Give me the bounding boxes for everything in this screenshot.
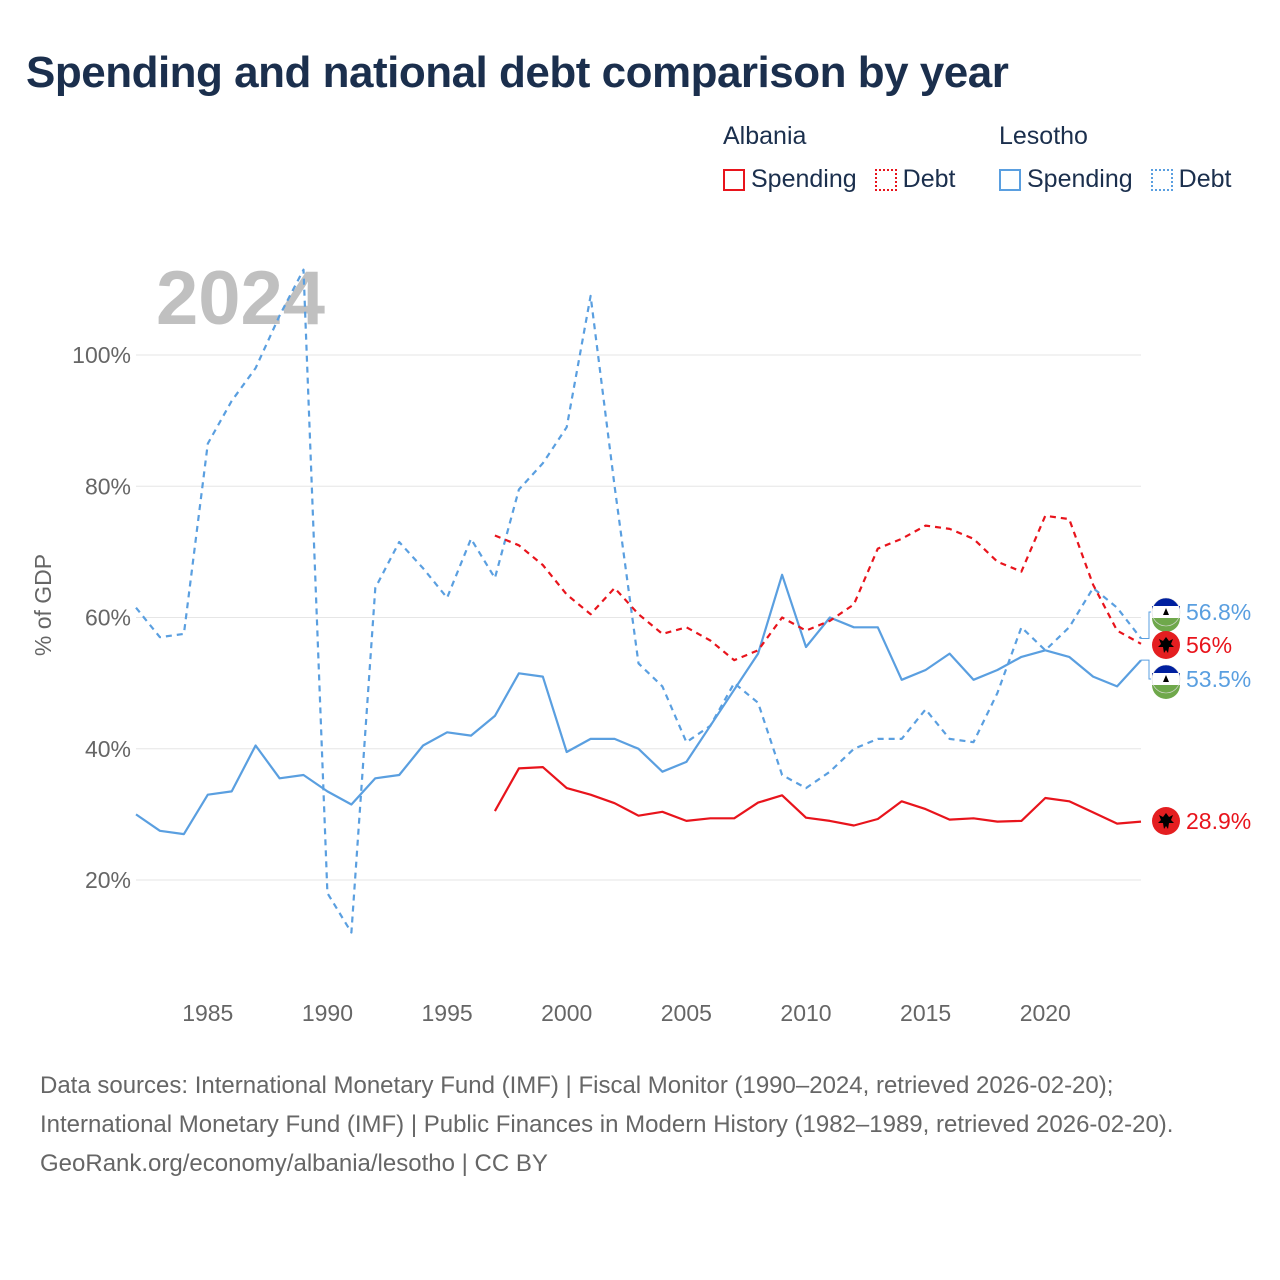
x-tick-label: 1995 <box>421 1000 472 1026</box>
series-lines <box>135 268 1142 934</box>
legend-label: Debt <box>902 165 956 193</box>
y-tick-label: 20% <box>85 867 131 893</box>
legend-country-lesotho: Lesotho <box>999 122 1088 150</box>
x-tick-label: 2000 <box>541 1000 592 1026</box>
albania-flag-icon <box>1152 631 1180 659</box>
x-tick-label: 2015 <box>900 1000 951 1026</box>
x-tick-label: 2020 <box>1020 1000 1071 1026</box>
y-tick-label: 80% <box>85 473 131 499</box>
gridlines <box>136 354 1141 881</box>
x-tick-label: 2005 <box>661 1000 712 1026</box>
legend-group-albania: Albania Spending Debt <box>723 122 955 194</box>
x-tick-label: 2010 <box>780 1000 831 1026</box>
legend-swatch-solid-icon <box>999 168 1021 191</box>
y-tick-label: 100% <box>72 342 131 368</box>
series-line-lesotho-debt[interactable] <box>135 268 1142 934</box>
legend-label: Spending <box>1027 165 1133 193</box>
y-axis-ticks: 20% 40% 60% 80% 100% <box>72 342 131 893</box>
legend-country-albania: Albania <box>723 122 807 150</box>
end-label-leader <box>1141 659 1151 680</box>
legend-item-albania-spending[interactable]: Spending <box>723 165 857 194</box>
legend-item-albania-debt[interactable]: Debt <box>874 165 956 194</box>
legend-swatch-dotted-icon <box>1150 168 1173 191</box>
series-line-albania-spending[interactable] <box>493 765 1142 827</box>
year-watermark: 2024 <box>156 256 325 341</box>
chart-title: Spending and national debt comparison by… <box>26 48 1009 97</box>
y-axis-label: % of GDP <box>30 554 56 656</box>
series-line-albania-debt[interactable] <box>494 514 1142 662</box>
end-labels: 56.8% 53.5% 56% 28.9% <box>1141 597 1251 835</box>
lesotho-flag-icon <box>1151 664 1181 699</box>
end-value-label: 56.8% <box>1186 599 1251 625</box>
line-chart: 2024 % of GDP 20%40%60%80%100% 1985 1990 1… <box>30 256 1251 1026</box>
legend-item-lesotho-spending[interactable]: Spending <box>999 165 1133 194</box>
legend-swatch-solid-icon <box>723 168 745 191</box>
legend-label: Debt <box>1178 165 1232 193</box>
x-axis-ticks: 1985 1990 1995 2000 2005 2010 2015 2020 <box>182 1000 1071 1026</box>
end-value-label: 53.5% <box>1186 666 1251 692</box>
end-label-leader <box>1141 611 1151 639</box>
sources-text: Data sources: International Monetary Fun… <box>40 1072 1174 1138</box>
legend-item-lesotho-debt[interactable]: Debt <box>1150 165 1232 194</box>
y-tick-label: 60% <box>85 605 131 631</box>
series-line-lesotho-spending[interactable] <box>135 573 1142 836</box>
end-value-label: 56% <box>1186 632 1232 658</box>
legend-label: Spending <box>751 165 857 193</box>
lesotho-flag-icon <box>1151 597 1181 632</box>
y-tick-label: 40% <box>85 736 131 762</box>
sources-note: Data sources: International Monetary Fun… <box>40 1066 1240 1183</box>
x-tick-label: 1985 <box>182 1000 233 1026</box>
albania-flag-icon <box>1152 807 1180 835</box>
legend-swatch-dotted-icon <box>874 168 897 191</box>
end-value-label: 28.9% <box>1186 808 1251 834</box>
x-tick-label: 1990 <box>302 1000 353 1026</box>
credit-link[interactable]: GeoRank.org/economy/albania/lesotho | CC… <box>40 1150 548 1177</box>
legend-group-lesotho: Lesotho Spending Debt <box>999 122 1231 194</box>
